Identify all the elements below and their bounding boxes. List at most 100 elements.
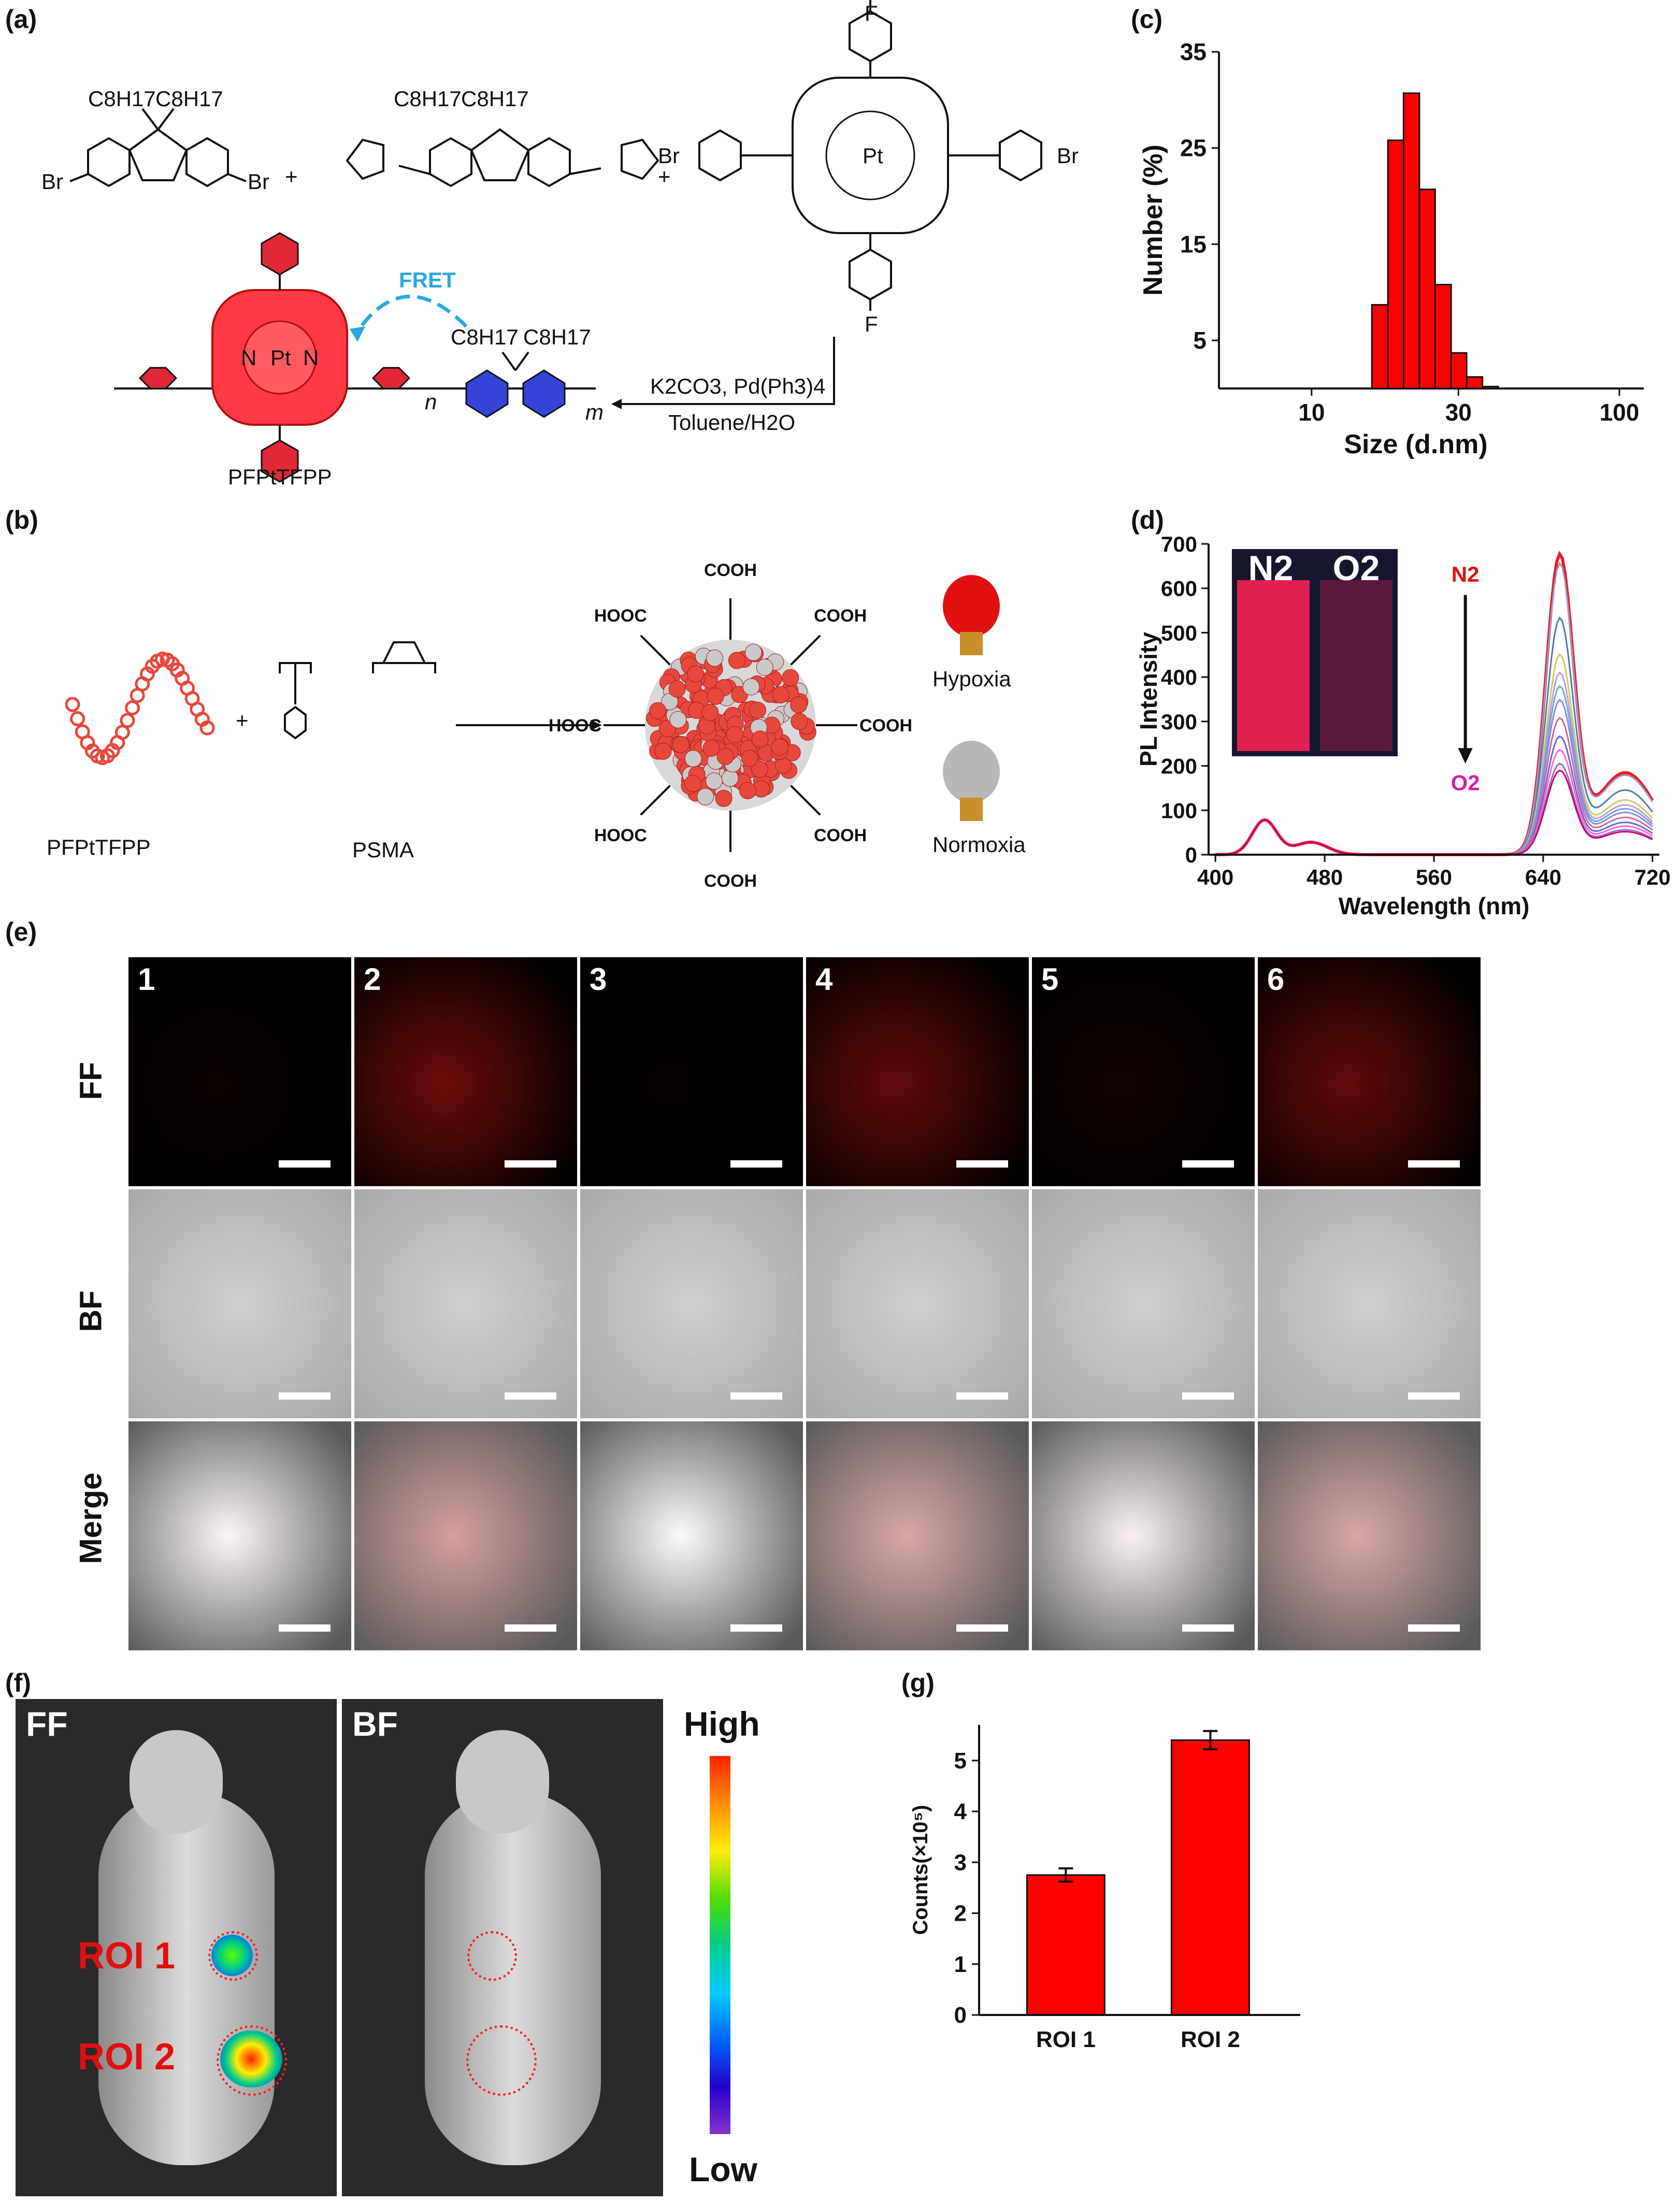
scale-bar [505,1392,556,1400]
surface-chain [790,785,821,816]
scale-bar [1408,1624,1460,1632]
reagents-label: K2CO3, Pd(Ph3)4 [650,374,826,398]
micrograph-merge-4 [805,1420,1030,1652]
x-axis-title: Size (d.nm) [1344,429,1487,459]
cooh-label: HOOC [594,826,647,845]
x-tick-label: 560 [1416,865,1452,889]
polymer-bead [70,711,85,727]
cooh-label: COOH [814,606,867,626]
roi-counts-chart: ROI 1 ROI 2 0 1 2 3 4 5 Counts(×10⁵) [909,1725,1300,2052]
scale-bar [1408,1392,1460,1400]
micrograph-bf-2 [353,1188,579,1420]
quench-arrowhead [1458,748,1473,764]
c8h17-label-p2: C8H17 [523,325,591,349]
nanoparticle-bead [701,703,719,721]
plus-2: + [658,164,671,189]
micrograph-merge-6 [1256,1420,1482,1652]
y-tick-label: 5 [954,1748,967,1774]
nanoparticle-bead [707,687,724,705]
scale-bar [1182,1624,1234,1632]
scale-bar [956,1624,1008,1632]
micrograph-ff-6: 6 [1256,956,1482,1188]
plus-1: + [285,164,298,189]
roi2-label: ROI 2 [78,2036,176,2078]
normoxia-label: Normoxia [932,832,1026,857]
scale-bar [279,1392,331,1400]
nanoparticle-bead [684,775,701,793]
product-name: PFPtTFPP [228,465,332,489]
panel-label-e: (e) [5,917,37,946]
histogram-bar [1434,283,1452,390]
bf-label: BF [352,1705,398,1743]
histogram-bar [1402,92,1420,390]
y-axis-title: Counts(×10⁵) [909,1805,932,1935]
column-number: 3 [590,962,607,997]
scale-bar [730,1160,782,1168]
y-tick-label: 0 [1185,843,1197,867]
psma-label: PSMA [352,838,414,862]
fluorene-boronate-structure [346,128,659,188]
y-tick-label: 300 [1161,710,1197,734]
y-tick-label: 700 [1161,534,1197,556]
pl-spectrum-chart: 0 100 200 300 400 500 600 700 400 480 560 640 720 Wav… [1135,534,1671,919]
x-tick-label: 10 [1298,399,1325,426]
f-label-top: F [865,1,878,25]
ff-mouse-image: FF ROI 1 ROI 2 [16,1699,337,2196]
cooh-label: COOH [814,826,867,845]
y-tick-label: 35 [1180,38,1207,65]
scale-bar [730,1392,782,1400]
inset-n2-label: N2 [1248,549,1294,588]
x-category-label: ROI 2 [1181,2027,1240,2052]
surface-chain [790,635,821,666]
y-tick-label: 400 [1161,665,1197,689]
br-label-1b: Br [248,169,269,194]
nanoparticle-bead [742,678,760,696]
nanoparticle-bead [697,788,714,805]
y-tick-label: 200 [1161,754,1197,779]
micrograph-ff-2: 2 [353,956,579,1188]
hypoxia-label: Hypoxia [932,667,1011,691]
o2-cuvette [1320,580,1392,751]
y-tick-label: 15 [1180,231,1207,257]
micrograph-merge-3 [579,1420,805,1652]
nanoparticle-bead [739,782,756,799]
nanoparticle-bead [791,713,808,730]
column-number: 4 [815,962,833,997]
inset-o2-label: O2 [1333,549,1380,588]
ff-label: FF [26,1705,68,1743]
nanoparticle-icon: COOH COOH COOH HOOC HOOC HOOC COOH COOH [549,560,912,891]
column-number: 5 [1041,962,1059,997]
nanoparticle-bead [672,736,690,753]
bf-mouse-image: BF [342,1699,663,2196]
y-tick-label: 5 [1193,327,1207,354]
scale-low-label: Low [689,2150,757,2188]
hypoxia-bulb-icon [943,575,1000,655]
polymer-bead [125,700,140,716]
c8h17-label-1a: C8H17 [88,87,156,111]
c8h17-label-p1: C8H17 [451,325,519,349]
micrograph-merge-2 [353,1420,579,1652]
nanoparticle-bead [726,726,743,743]
histogram-bar [1418,189,1436,390]
nanoparticle-bead [654,742,672,760]
column-number: 6 [1267,962,1285,997]
x-tick-label: 100 [1600,399,1640,426]
nanoparticle-bead [706,649,723,667]
histogram-bar [1371,304,1389,390]
nanoparticle-bead [751,760,769,778]
x-tick-label: 400 [1197,865,1233,889]
cooh-label: COOH [704,560,757,580]
nanoparticle-bead [771,738,788,756]
scale-bar [505,1160,556,1168]
nanoparticle-bead [756,658,773,676]
surface-chain [640,785,671,816]
normoxia-bulb-icon [943,741,1000,821]
scale-bar [730,1624,782,1632]
polymer-bead [199,720,215,736]
panel-label-a: (a) [5,5,37,34]
y-axis-title: PL Intensity [1135,632,1162,767]
y-tick-label: 100 [1161,798,1197,823]
br-label-3b: Br [1057,143,1079,168]
panel-label-b: (b) [5,506,38,535]
nanoparticle-bead [728,652,745,669]
